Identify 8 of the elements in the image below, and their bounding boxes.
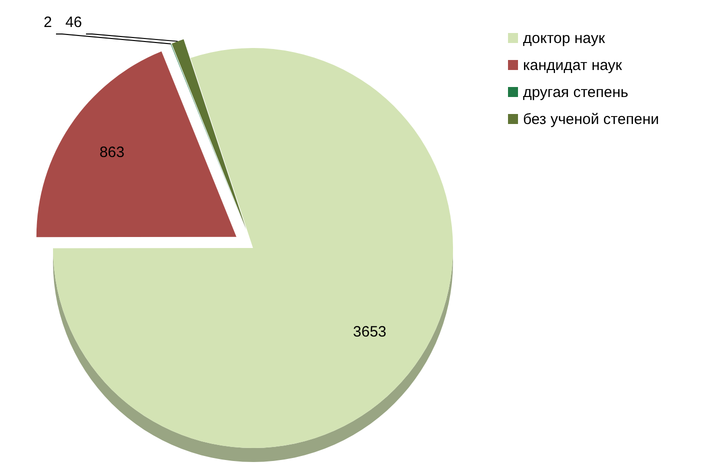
legend-label: доктор наук bbox=[523, 30, 606, 47]
legend-label: другая степень bbox=[523, 84, 628, 101]
legend-label: кандидат наук bbox=[523, 57, 622, 74]
data-label: 2 bbox=[44, 14, 52, 31]
data-label: 3653 bbox=[353, 323, 386, 340]
legend-label: без ученой степени bbox=[523, 111, 659, 128]
data-label: 46 bbox=[65, 14, 82, 31]
data-label: 863 bbox=[99, 144, 125, 162]
